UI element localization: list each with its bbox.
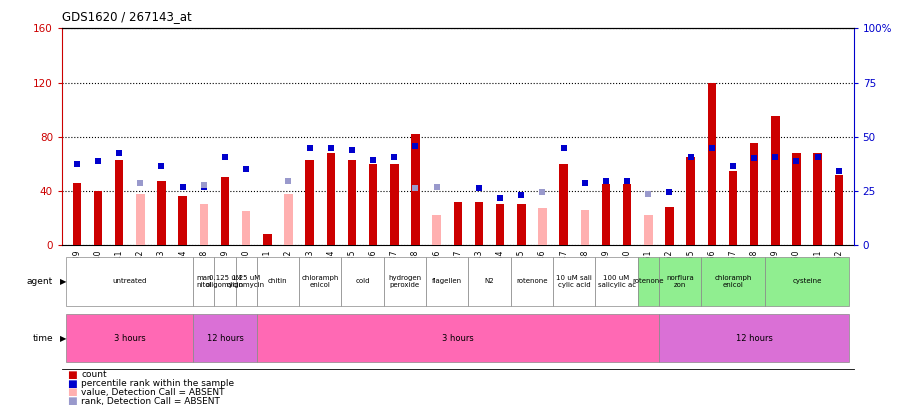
Bar: [94, 191, 102, 245]
Text: 12 hours: 12 hours: [735, 334, 772, 343]
Bar: [193, 257, 214, 306]
Text: ■: ■: [67, 388, 77, 397]
Bar: [453, 202, 462, 245]
Text: 0.125 uM
oligomycin: 0.125 uM oligomycin: [206, 275, 244, 288]
Bar: [341, 257, 384, 306]
Bar: [475, 202, 483, 245]
Text: 100 uM
salicylic ac: 100 uM salicylic ac: [597, 275, 635, 288]
Bar: [179, 196, 187, 245]
Bar: [326, 153, 334, 245]
Text: 10 uM sali
cylic acid: 10 uM sali cylic acid: [556, 275, 591, 288]
Text: percentile rank within the sample: percentile rank within the sample: [81, 379, 234, 388]
Bar: [299, 257, 341, 306]
Bar: [686, 157, 694, 245]
Bar: [770, 116, 779, 245]
Bar: [468, 257, 510, 306]
Bar: [643, 215, 652, 245]
Text: count: count: [81, 370, 107, 379]
Bar: [200, 205, 208, 245]
Bar: [284, 194, 292, 245]
Bar: [658, 257, 701, 306]
Bar: [257, 314, 658, 362]
Bar: [728, 171, 736, 245]
Bar: [537, 209, 546, 245]
Bar: [658, 314, 848, 362]
Text: rank, Detection Call = ABSENT: rank, Detection Call = ABSENT: [81, 397, 220, 405]
Text: cysteine: cysteine: [792, 279, 821, 284]
Bar: [834, 175, 842, 245]
Bar: [67, 257, 193, 306]
Text: time: time: [32, 334, 53, 343]
Text: ▶: ▶: [60, 334, 67, 343]
Text: N2: N2: [485, 279, 494, 284]
Bar: [558, 164, 568, 245]
Text: ■: ■: [67, 396, 77, 405]
Bar: [749, 143, 758, 245]
Bar: [257, 257, 299, 306]
Text: rotenone: rotenone: [516, 279, 547, 284]
Bar: [262, 234, 271, 245]
Text: chloramph
enicol: chloramph enicol: [302, 275, 339, 288]
Text: agent: agent: [26, 277, 53, 286]
Bar: [707, 83, 715, 245]
Text: chitin: chitin: [268, 279, 287, 284]
Bar: [115, 160, 123, 245]
Text: ▶: ▶: [60, 277, 67, 286]
Bar: [764, 257, 848, 306]
Text: cold: cold: [355, 279, 370, 284]
Text: value, Detection Call = ABSENT: value, Detection Call = ABSENT: [81, 388, 224, 397]
Bar: [517, 205, 525, 245]
Bar: [813, 153, 821, 245]
Text: norflura
zon: norflura zon: [665, 275, 693, 288]
Bar: [347, 160, 356, 245]
Bar: [622, 184, 630, 245]
Bar: [664, 207, 673, 245]
Text: 3 hours: 3 hours: [114, 334, 146, 343]
Bar: [384, 257, 425, 306]
Text: man
nitol: man nitol: [196, 275, 211, 288]
Bar: [792, 153, 800, 245]
Bar: [73, 183, 81, 245]
Bar: [552, 257, 595, 306]
Text: untreated: untreated: [112, 279, 147, 284]
Text: ■: ■: [67, 379, 77, 388]
Text: hydrogen
peroxide: hydrogen peroxide: [388, 275, 421, 288]
Bar: [496, 205, 504, 245]
Text: 1.25 uM
oligomycin: 1.25 uM oligomycin: [227, 275, 265, 288]
Text: 3 hours: 3 hours: [442, 334, 473, 343]
Bar: [432, 215, 440, 245]
Text: ■: ■: [67, 370, 77, 379]
Text: 12 hours: 12 hours: [206, 334, 243, 343]
Bar: [510, 257, 552, 306]
Bar: [220, 177, 229, 245]
Bar: [235, 257, 257, 306]
Bar: [411, 134, 419, 245]
Bar: [425, 257, 468, 306]
Bar: [67, 314, 193, 362]
Bar: [595, 257, 637, 306]
Bar: [580, 210, 589, 245]
Bar: [193, 314, 257, 362]
Bar: [305, 160, 313, 245]
Bar: [390, 164, 398, 245]
Text: GDS1620 / 267143_at: GDS1620 / 267143_at: [62, 10, 191, 23]
Bar: [214, 257, 235, 306]
Bar: [136, 194, 145, 245]
Text: chloramph
enicol: chloramph enicol: [713, 275, 751, 288]
Text: rotenone: rotenone: [632, 279, 663, 284]
Bar: [241, 211, 251, 245]
Bar: [637, 257, 658, 306]
Bar: [369, 164, 377, 245]
Bar: [157, 181, 166, 245]
Bar: [601, 184, 609, 245]
Text: flagellen: flagellen: [432, 279, 462, 284]
Bar: [701, 257, 764, 306]
